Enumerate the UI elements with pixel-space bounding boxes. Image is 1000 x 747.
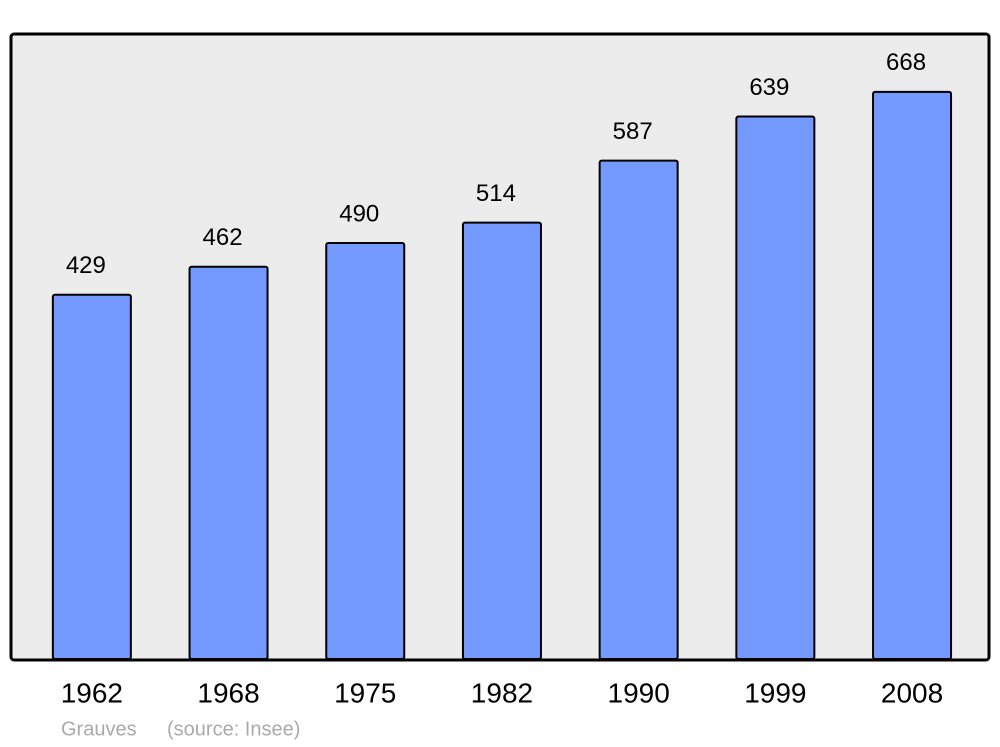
source-note: (source: Insee): [167, 718, 300, 740]
x-tick-label: 1962: [61, 677, 123, 708]
value-label: 639: [749, 74, 789, 101]
value-label: 462: [203, 224, 243, 251]
x-tick-label: 1990: [608, 677, 670, 708]
bar: [188, 265, 269, 660]
value-label: 668: [886, 49, 926, 76]
bar: [872, 90, 953, 660]
bar: [461, 221, 542, 661]
x-tick-label: 1968: [197, 677, 259, 708]
value-label: 429: [66, 252, 106, 279]
x-tick-label: 1999: [744, 677, 806, 708]
x-tick-label: 1975: [334, 677, 396, 708]
bar: [51, 293, 132, 660]
bar: [735, 115, 816, 661]
bar: [325, 242, 406, 660]
value-label: 587: [613, 118, 653, 145]
value-label: 490: [339, 200, 379, 227]
value-label: 514: [476, 180, 516, 207]
bar: [598, 159, 679, 660]
x-tick-label: 2008: [881, 677, 943, 708]
place-name: Grauves: [61, 718, 137, 740]
x-tick-label: 1982: [471, 677, 533, 708]
